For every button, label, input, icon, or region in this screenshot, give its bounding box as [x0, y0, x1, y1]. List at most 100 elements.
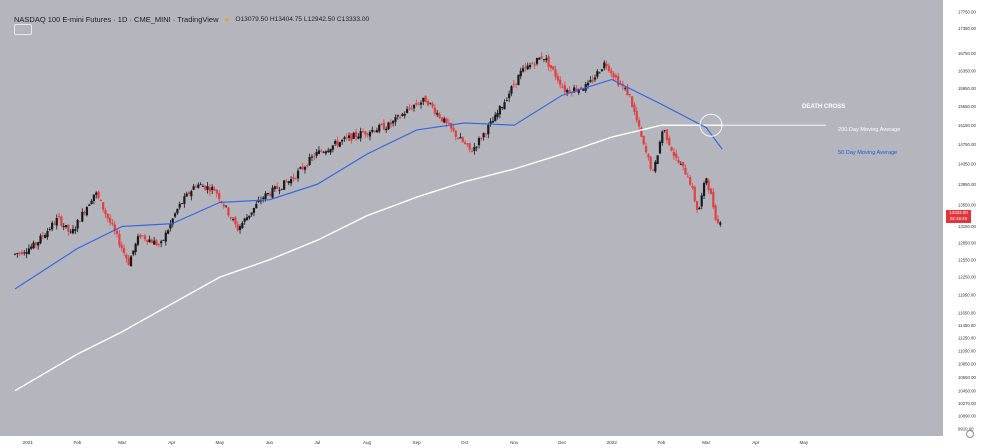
price-axis[interactable]: 17750.00 17350.00 16750.00 16350.00 15950.00… [958, 10, 977, 432]
candle-body-256 [607, 65, 611, 71]
candle-body-91 [225, 205, 228, 207]
candle-body-109 [266, 193, 269, 195]
candle-body-217 [517, 74, 520, 86]
candle-body-105 [257, 200, 260, 202]
bar-countdown: 02:16:49 [949, 216, 968, 221]
candle-body-69 [173, 213, 177, 217]
candle-body-292 [691, 186, 694, 188]
candle-body-35 [95, 192, 98, 195]
candle-body-29 [81, 211, 84, 222]
candle-body-111 [271, 187, 274, 198]
candle-body-120 [292, 177, 295, 179]
candle-body-151 [364, 131, 367, 135]
candle-body-156 [375, 130, 379, 133]
candle-body-135 [327, 150, 330, 153]
candle-body-252 [598, 72, 601, 74]
candle-body-25 [71, 228, 75, 234]
candle-body-288 [682, 161, 685, 167]
settings-icon[interactable] [966, 430, 974, 438]
candle-body-140 [338, 142, 341, 147]
candle-body-45 [118, 234, 121, 246]
candle-body-294 [695, 201, 699, 211]
x-tick-label-15: Apr [752, 440, 760, 445]
candle-body-178 [426, 101, 430, 106]
candle-body-222 [528, 65, 532, 68]
candle-body-137 [331, 145, 334, 150]
x-tick-label-11: Dec [558, 440, 567, 445]
x-tick-label-2: Mar [118, 440, 126, 445]
candle-body-124 [301, 166, 304, 170]
y-tick-label-21: 10650.00 [958, 375, 977, 380]
candle-body-159 [382, 122, 385, 130]
candle-body-244 [579, 87, 583, 90]
candle-body-241 [573, 87, 576, 93]
candle-body-51 [132, 250, 135, 255]
candle-body-80 [199, 184, 202, 186]
candle-body-23 [67, 224, 70, 232]
candle-body-83 [206, 186, 209, 190]
candle-body-12 [41, 235, 44, 237]
candle-body-207 [494, 114, 497, 122]
candle-body-177 [424, 95, 427, 103]
candle-body-127 [308, 157, 311, 166]
candle-body-155 [373, 130, 376, 133]
candle-body-60 [153, 240, 156, 245]
candle-body-70 [176, 208, 179, 214]
candle-body-184 [440, 117, 443, 122]
candle-body-153 [368, 131, 372, 137]
candle-body-8 [32, 242, 35, 249]
candle-body-161 [387, 122, 390, 130]
candle-body-300 [709, 188, 713, 195]
candle-body-299 [707, 180, 710, 191]
y-tick-label-18: 11250.00 [958, 336, 976, 341]
candle-body-142 [343, 137, 346, 139]
x-tick-label-3: Apr [168, 440, 176, 445]
candle-body-138 [334, 141, 337, 144]
candle-body-46 [120, 244, 123, 249]
candle-body-205 [489, 121, 492, 124]
candle-body-141 [341, 139, 344, 142]
candle-body-163 [392, 120, 395, 124]
ma50-line [14, 78, 723, 290]
candle-body-103 [252, 207, 256, 213]
candle-body-228 [542, 59, 546, 60]
candle-body-121 [294, 177, 297, 179]
candle-body-204 [487, 125, 490, 135]
x-tick-label-13: Feb [657, 440, 665, 445]
candle-body-65 [164, 232, 167, 242]
y-tick-label-10: 13550.00 [958, 203, 977, 208]
symbol-title[interactable]: NASDAQ 100 E-mini Futures · 1D · CME_MIN… [14, 15, 219, 24]
candle-body-116 [283, 180, 286, 190]
y-tick-label-2: 16750.00 [958, 51, 977, 56]
candle-body-209 [498, 106, 501, 115]
candle-body-158 [380, 124, 383, 126]
candle-body-73 [183, 196, 186, 204]
candle-body-232 [552, 66, 555, 70]
candle-body-41 [109, 217, 112, 223]
candle-body-264 [626, 86, 629, 96]
ma200-label: 200 Day Moving Average [838, 127, 901, 133]
candle-body-278 [658, 141, 662, 154]
candle-body-5 [25, 252, 28, 254]
candle-body-67 [169, 223, 172, 229]
candle-body-268 [635, 111, 638, 121]
y-tick-label-16: 11650.00 [958, 311, 976, 316]
candle-body-55 [141, 235, 144, 237]
candle-body-166 [399, 117, 402, 119]
candle-body-18 [55, 218, 58, 226]
candle-body-231 [549, 64, 553, 69]
candle-body-33 [90, 200, 93, 205]
candle-body-110 [269, 193, 272, 196]
candle-body-302 [714, 205, 717, 220]
candle-body-76 [190, 191, 193, 197]
time-axis[interactable]: 2021 Feb Mar Apr May Jun Jul Aug Sep Oct Nov Dec 202… [23, 440, 809, 445]
candle-body-190 [454, 130, 457, 137]
candle-body-57 [146, 239, 149, 242]
candle-body-38 [102, 202, 105, 210]
candle-body-196 [468, 143, 471, 150]
legend-toggle-button[interactable] [14, 24, 32, 35]
candle-body-219 [521, 68, 525, 72]
x-tick-label-5: Jun [266, 440, 274, 445]
